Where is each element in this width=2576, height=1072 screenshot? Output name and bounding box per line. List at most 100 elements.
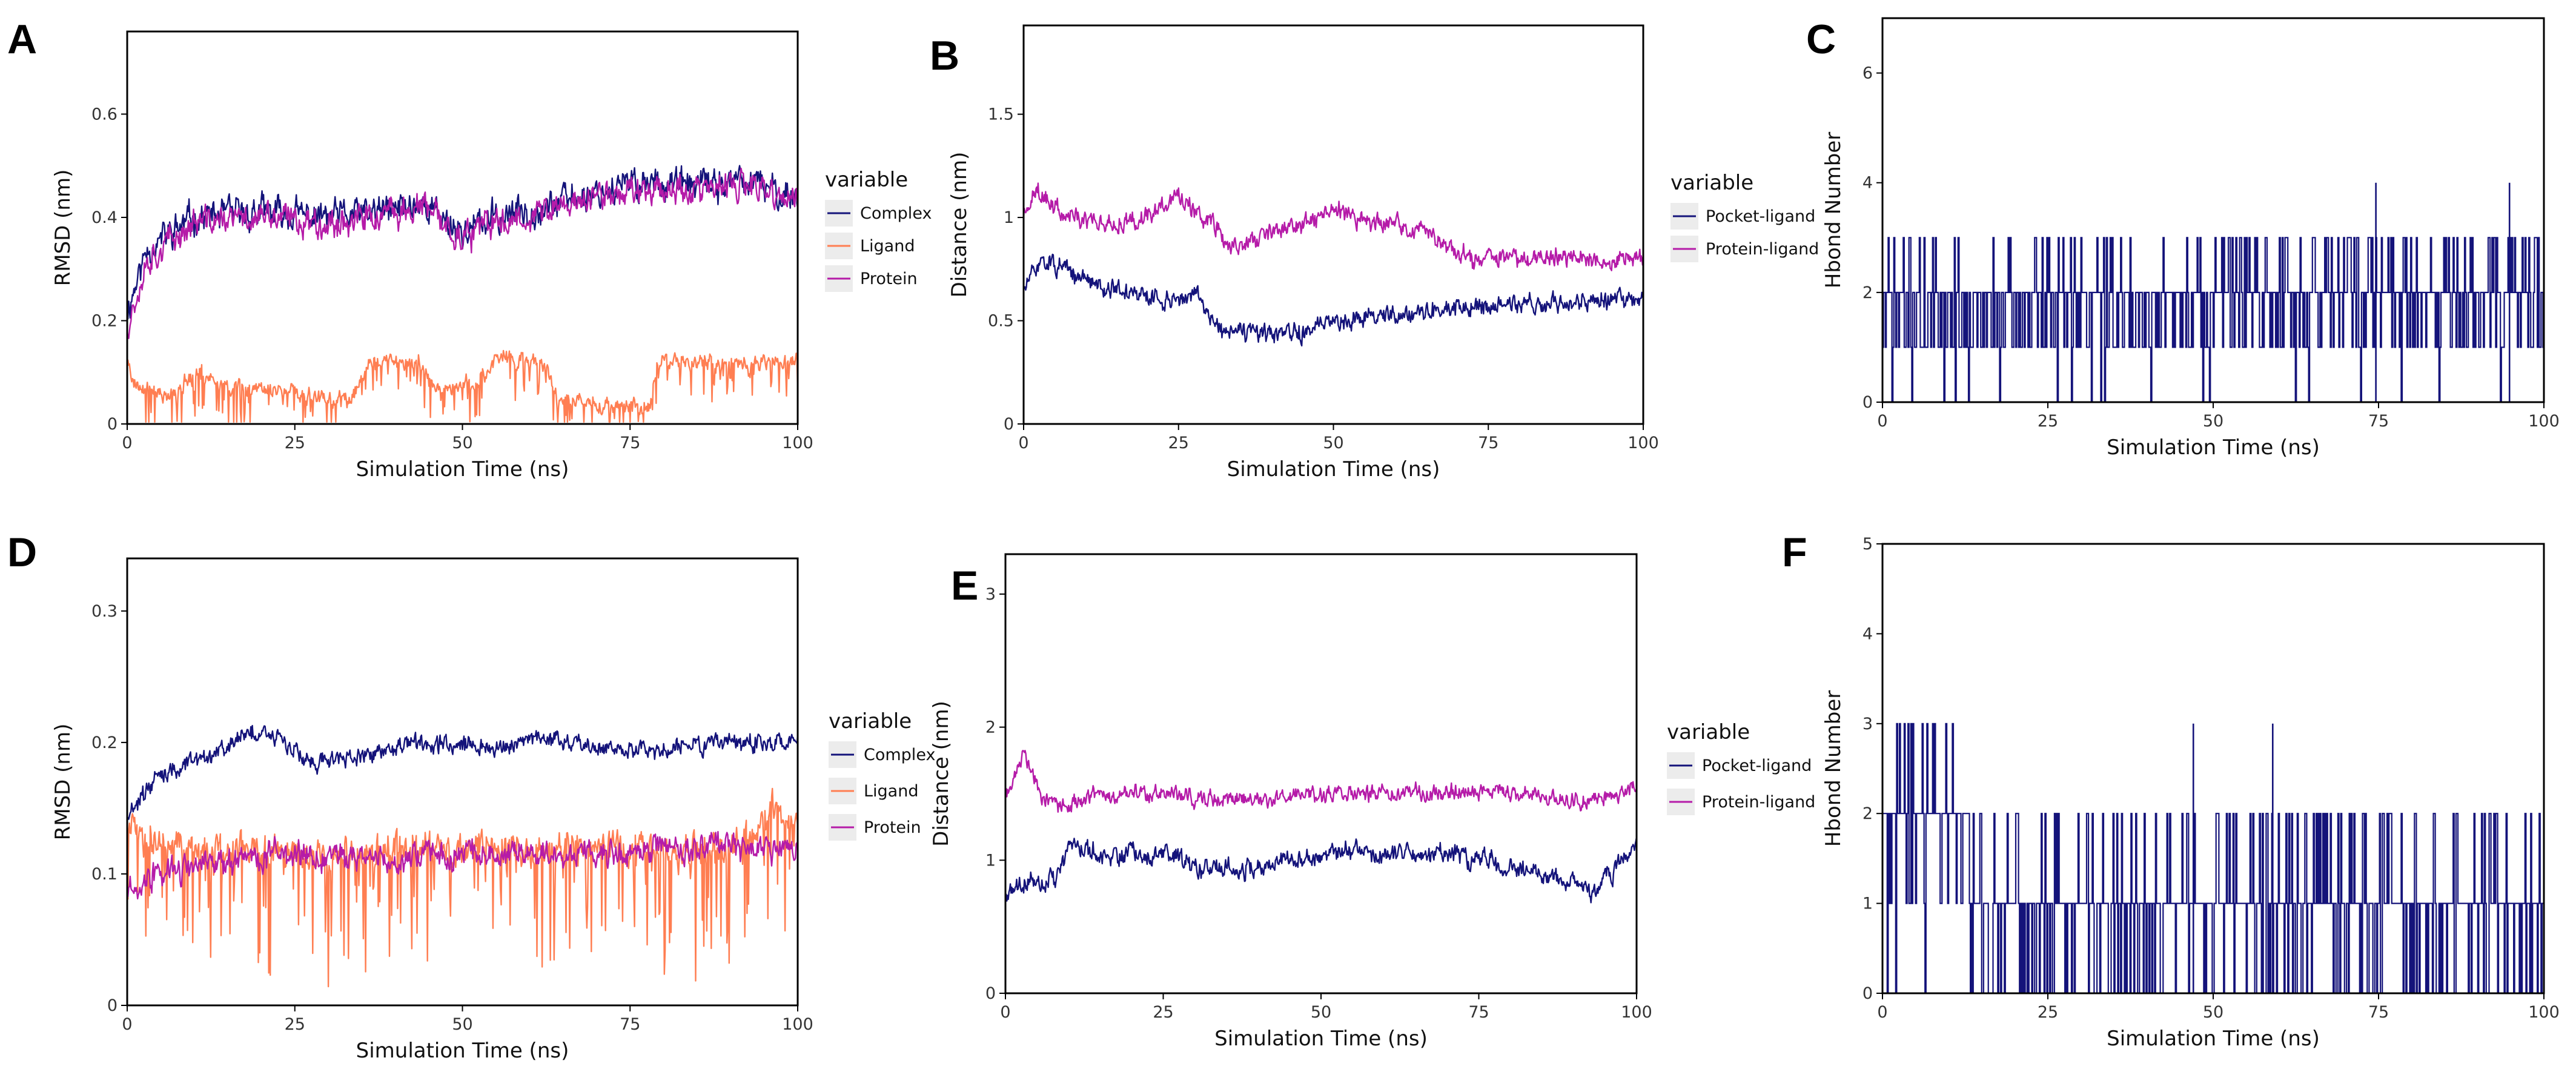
- x-tick-label: 25: [1153, 1003, 1173, 1022]
- panel-d: D 0 25 50 75 100 0 0.1 0.2 0.3 Simulation Time (ns…: [7, 529, 935, 1063]
- y-axis-title: Hbond Number: [1821, 132, 1846, 288]
- y-tick-label: 0: [1004, 415, 1014, 434]
- legend-title: variable: [825, 168, 908, 192]
- series-line-protein-ligand: [1024, 182, 1643, 271]
- series-line-protein-ligand: [1005, 750, 1637, 813]
- series-line-pocket-ligand: [1005, 836, 1637, 904]
- y-tick-label: 0: [1862, 393, 1873, 412]
- legend-label: Protein: [864, 818, 921, 837]
- plot-area: [1024, 182, 1643, 347]
- legend-label: Pocket-ligand: [1706, 207, 1815, 226]
- y-axis-title: Hbond Number: [1821, 690, 1846, 847]
- x-axis-title: Simulation Time (ns): [2107, 435, 2320, 460]
- y-tick-label: 1: [985, 851, 996, 870]
- plot-area: [127, 724, 798, 988]
- x-axis-title: Simulation Time (ns): [1227, 457, 1440, 481]
- legend-label: Complex: [860, 204, 932, 223]
- x-axis-title: Simulation Time (ns): [2107, 1027, 2320, 1051]
- panel-letter: D: [7, 529, 37, 575]
- y-tick-label: 0: [107, 415, 118, 434]
- x-tick-label: 75: [1468, 1003, 1489, 1022]
- x-tick-label: 50: [1323, 434, 1343, 452]
- x-tick-label: 50: [452, 434, 472, 452]
- y-tick-label: 4: [1862, 174, 1873, 193]
- y-tick-label: 1: [1004, 208, 1014, 227]
- legend-label: Protein-ligand: [1702, 793, 1815, 812]
- y-tick-label: 0.4: [91, 208, 118, 227]
- panel-c: C 0 25 50 75 100 0 2 4 6 Simulation Time (ns) Hbond…: [1806, 16, 2560, 460]
- x-tick-label: 50: [2203, 412, 2223, 431]
- legend-title: variable: [1670, 171, 1753, 195]
- x-tick-label: 100: [1627, 434, 1659, 452]
- plot-area: [1005, 750, 1637, 904]
- x-tick-label: 100: [782, 1015, 813, 1034]
- panel-letter: C: [1806, 16, 1836, 62]
- y-tick-label: 0: [985, 984, 996, 1003]
- series-line-protein: [127, 167, 798, 339]
- legend-label: Complex: [864, 746, 935, 764]
- panel-a: A 0 25 50 75 100 0 0.2 0.4 0.6 Simulation Time (ns…: [7, 16, 932, 481]
- x-tick-label: 25: [2038, 412, 2058, 431]
- y-tick-label: 2: [1862, 804, 1873, 823]
- panel-letter: B: [930, 33, 959, 79]
- y-tick-label: 0: [107, 996, 118, 1015]
- x-tick-label: 75: [620, 1015, 640, 1034]
- y-tick-label: 3: [1862, 715, 1873, 733]
- legend-label: Ligand: [864, 782, 918, 801]
- x-tick-label: 0: [122, 434, 132, 452]
- panel-letter: E: [951, 563, 978, 609]
- series-line-ligand: [127, 349, 798, 423]
- x-tick-label: 25: [1168, 434, 1189, 452]
- x-tick-label: 25: [285, 434, 305, 452]
- x-tick-label: 75: [1478, 434, 1498, 452]
- x-tick-label: 0: [122, 1015, 132, 1034]
- y-tick-label: 0.2: [91, 311, 118, 330]
- y-tick-label: 1: [1862, 895, 1873, 913]
- y-tick-label: 0: [1862, 984, 1873, 1003]
- panel-letter: A: [7, 16, 37, 62]
- y-axis-title: RMSD (nm): [51, 170, 75, 286]
- legend-title: variable: [829, 709, 912, 733]
- x-tick-label: 100: [2528, 412, 2560, 431]
- y-tick-label: 0.3: [91, 602, 118, 621]
- y-tick-label: 0.2: [91, 733, 118, 752]
- y-tick-label: 2: [1862, 283, 1873, 302]
- y-tick-label: 0.1: [91, 865, 118, 884]
- y-tick-label: 3: [985, 585, 996, 604]
- y-tick-label: 0.6: [91, 105, 118, 124]
- x-tick-label: 0: [1000, 1003, 1010, 1022]
- x-tick-label: 100: [2528, 1003, 2560, 1022]
- y-axis-title: RMSD (nm): [51, 724, 75, 841]
- x-axis-title: Simulation Time (ns): [356, 1039, 569, 1063]
- x-axis-title: Simulation Time (ns): [1214, 1027, 1428, 1051]
- x-tick-label: 0: [1877, 1003, 1887, 1022]
- x-tick-label: 75: [620, 434, 640, 452]
- plot-area: [1882, 723, 2544, 993]
- x-tick-label: 50: [452, 1015, 472, 1034]
- legend: variable Pocket-ligand Protein-ligand: [1670, 171, 1819, 262]
- x-axis-title: Simulation Time (ns): [356, 457, 569, 481]
- x-tick-label: 25: [2038, 1003, 2058, 1022]
- y-axis-title: Distance (nm): [929, 701, 953, 847]
- x-tick-label: 0: [1877, 412, 1887, 431]
- legend-label: Pocket-ligand: [1702, 756, 1812, 775]
- legend: variable Complex Ligand Protein: [829, 709, 935, 841]
- panel-letter: F: [1782, 529, 1807, 575]
- x-tick-label: 50: [2203, 1003, 2223, 1022]
- legend-label: Protein: [860, 270, 918, 288]
- x-tick-label: 75: [2368, 412, 2389, 431]
- panel-e: E 0 25 50 75 100 0 1 2 3 Simulation Time (ns) Dista…: [929, 553, 1815, 1051]
- panel-b: B 0 25 50 75 100 0 0.5 1 1.5 Simulation Time (ns) D…: [930, 24, 1819, 481]
- y-tick-label: 1.5: [988, 105, 1014, 124]
- y-tick-label: 6: [1862, 64, 1873, 83]
- series-line-complex: [127, 724, 798, 820]
- y-tick-label: 0.5: [988, 312, 1014, 331]
- legend-label: Ligand: [860, 237, 915, 256]
- y-tick-label: 5: [1862, 535, 1873, 554]
- hbond-trace: [1882, 723, 2544, 993]
- legend: variable Pocket-ligand Protein-ligand: [1667, 720, 1815, 815]
- x-tick-label: 75: [2368, 1003, 2389, 1022]
- legend: variable Complex Ligand Protein: [825, 168, 932, 292]
- series-line-protein: [127, 831, 798, 900]
